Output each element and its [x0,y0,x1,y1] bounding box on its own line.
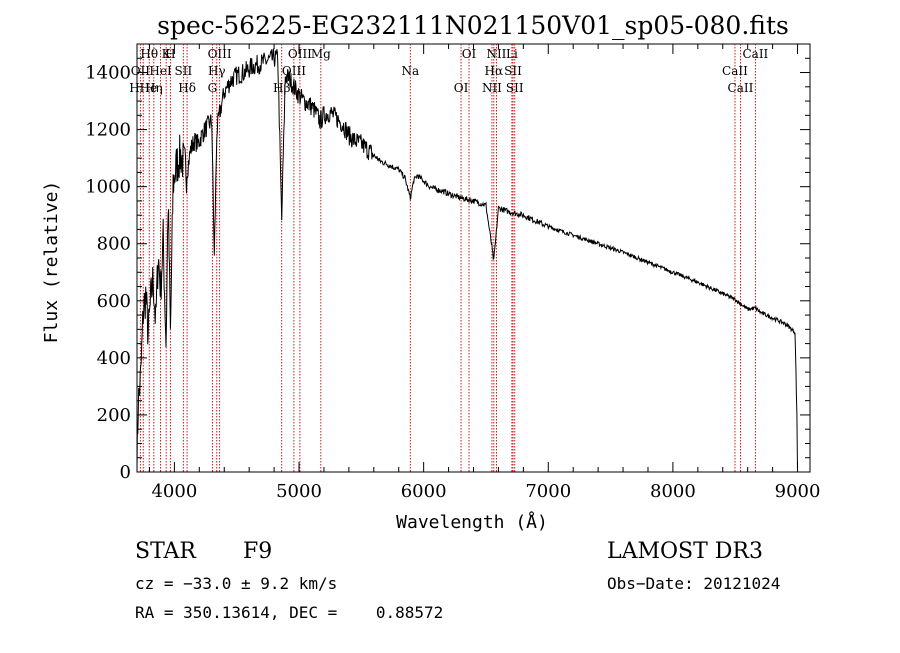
spectral-line-label: Hη [145,81,163,95]
y-axis-label: Flux (relative) [41,181,62,344]
spectral-line-label: HHe [129,81,157,95]
spectral-line-markers [139,44,756,472]
spectral-line-labels: HθOIIHHeKHeIHηHSIIHδOIIIHγGOIIIOIIIHβMgN… [129,47,768,95]
spectral-line-label: NII [482,81,502,95]
x-tick-label: 7000 [525,481,571,502]
spectral-line-label: OIII [288,47,312,61]
spectral-line-label: CaII [728,81,754,95]
spectral-line-label: Hβ [273,81,290,95]
spectral-line-label: H [165,47,175,61]
spectral-line-label: Hα [485,64,504,78]
spectral-line-label: CaII [742,47,768,61]
x-axis-label: Wavelength (Å) [396,511,548,533]
object-subclass: F9 [243,539,273,564]
object-class: STAR [135,539,196,564]
flux-series-line [136,47,798,473]
coordinates: RA = 350.13614, DEC = 0.88572 [135,603,444,622]
spectral-line-label: Hγ [208,64,226,78]
spectral-line-label: K [162,47,172,61]
spectral-line-label: Na [401,64,419,78]
spectral-line-label: Li [506,47,518,61]
y-tick-label: 800 [97,234,131,255]
y-tick-label: 1400 [85,63,131,84]
plot-frame [136,43,811,473]
spectral-line-label: OIII [282,64,306,78]
spectral-line-label: Hθ [140,47,158,61]
observation-date: Obs−Date: 20121024 [607,574,781,593]
y-tick-label: 1000 [85,177,131,198]
spectral-line-label: HeI [149,64,172,78]
x-tick-label: 8000 [650,481,696,502]
spectral-line-label: OIII [208,47,232,61]
y-tick-label: 1200 [85,120,131,141]
spectral-line-label: Mg [311,47,331,61]
spectral-line-label: SII [504,64,522,78]
y-tick-label: 600 [97,291,131,312]
redshift-velocity: cz = −33.0 ± 9.2 km/s [135,574,338,593]
spectral-line-label: SII [506,81,524,95]
spectral-line-label: CaII [722,64,748,78]
spectral-line-label: OI [462,47,477,61]
x-tick-label: 9000 [775,481,821,502]
x-axis: 4000 5000 6000 7000 8000 9000 [148,44,821,502]
x-tick-label: 4000 [151,481,197,502]
y-axis: 0 200 400 600 800 1000 1200 1400 [85,57,810,483]
survey-name: LAMOST DR3 [607,539,763,564]
spectral-line-label: NII [486,47,506,61]
spectral-line-label: Hδ [178,81,196,95]
chart-title: spec-56225-EG232111N021150V01_sp05-080.f… [157,11,789,40]
y-tick-label: 200 [97,405,131,426]
y-tick-label: 0 [120,462,131,483]
x-tick-label: 6000 [401,481,447,502]
spectral-line-label: OII [131,64,151,78]
x-tick-label: 5000 [276,481,322,502]
spectral-line-label: OI [454,81,469,95]
spectral-line-label: SII [175,64,193,78]
spectral-line-label: G [208,81,218,95]
y-tick-label: 400 [97,348,131,369]
